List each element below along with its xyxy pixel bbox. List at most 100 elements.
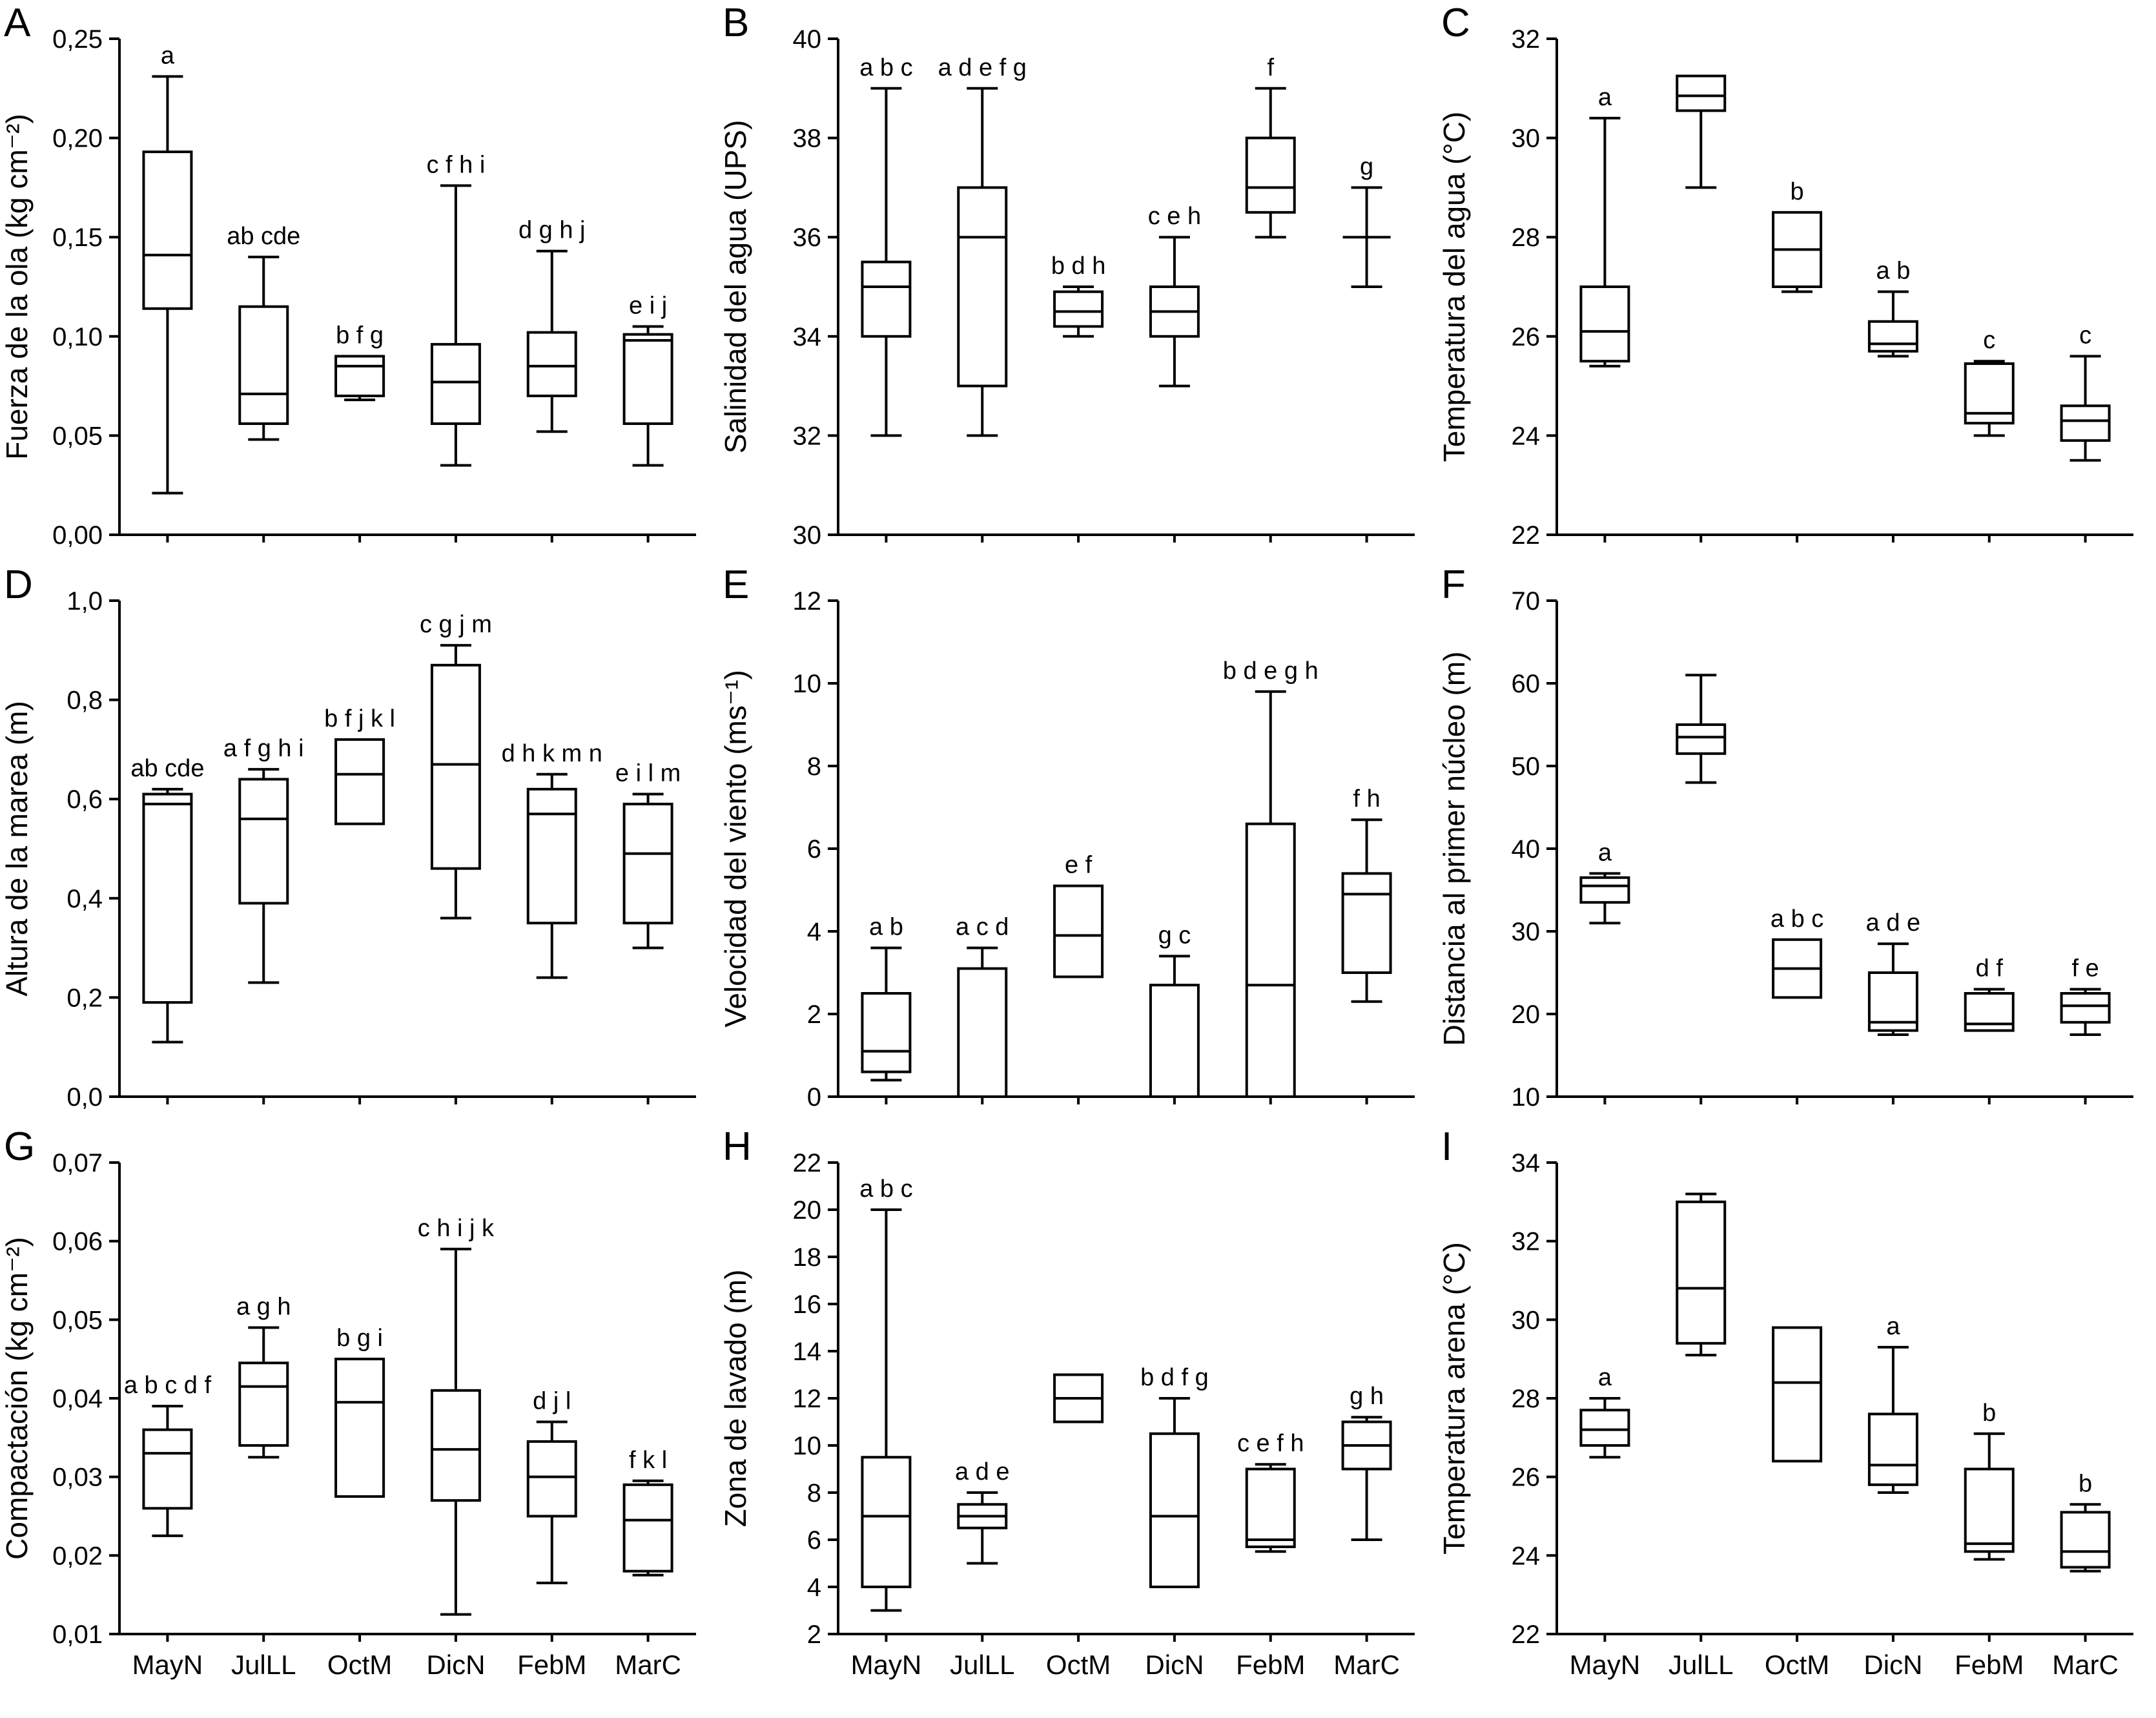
significance-letters: b — [2079, 1470, 2092, 1497]
y-tick-label: 0 — [807, 1083, 821, 1112]
boxplot-panel-b: 30 32 34 36 38 40 B Salinidad del agua (UPS) a b… — [719, 0, 1437, 562]
y-tick-label: 2 — [807, 1620, 821, 1649]
plot-area: 10 20 30 40 50 60 70 F Distancia al primer núcle… — [1437, 563, 2133, 1112]
significance-letters: a — [1886, 1313, 1900, 1340]
y-tick-label: 0,0 — [67, 1083, 103, 1112]
significance-letters: e i l m — [615, 760, 681, 787]
y-axis-label: Compactación (kg cm⁻²) — [0, 1237, 34, 1560]
y-tick-label: 28 — [1512, 1385, 1541, 1413]
box-DicN: c g j m — [420, 611, 492, 920]
x-tick-label: MarC — [1333, 1650, 1400, 1680]
x-tick-label: DicN — [1863, 1650, 1922, 1680]
significance-letters: f k l — [629, 1447, 667, 1474]
x-tick-label: MayN — [1570, 1650, 1641, 1680]
y-tick-label: 4 — [807, 1573, 821, 1602]
box-OctM: b g i — [334, 1325, 385, 1498]
box-OctM: a b c — [1771, 906, 1823, 999]
panel-c-temperatura-agua: 22 24 26 28 30 32 C Temperatura del agua (°C) a b… — [1437, 0, 2156, 562]
significance-letters: e f — [1065, 852, 1093, 879]
plot-area: 0 2 4 6 8 10 12 E Velocidad del viento (ms⁻¹) a b… — [719, 563, 1415, 1112]
y-tick-label: 12 — [793, 587, 822, 616]
y-tick-label: 0,06 — [52, 1228, 103, 1256]
panel-letter: D — [4, 563, 33, 607]
significance-letters: f e — [2071, 955, 2099, 982]
y-tick-label: 20 — [1512, 1000, 1541, 1029]
box-MarC: g h — [1341, 1383, 1392, 1541]
y-tick-label: 0,15 — [52, 223, 103, 252]
x-tick-label: OctM — [1765, 1650, 1829, 1680]
y-tick-label: 0,07 — [52, 1149, 103, 1177]
box-JulLL: ab cde — [227, 223, 300, 441]
y-tick-label: 22 — [1512, 521, 1541, 550]
box-DicN: c f h i — [427, 151, 485, 467]
boxplot-panel-g: 0,01 0,02 0,03 0,04 0,05 0,06 0,07 G Compactació… — [0, 1124, 719, 1718]
box-DicN: b d f g — [1140, 1364, 1209, 1588]
box-MayN: a b c d f — [124, 1372, 212, 1537]
y-tick-label: 0,02 — [52, 1542, 103, 1570]
y-tick-label: 30 — [1512, 1306, 1541, 1334]
boxplot-panel-i: 22 24 26 28 30 32 34 I Temperatura arena (°C) May… — [1437, 1124, 2156, 1718]
box-MayN: a b — [861, 914, 912, 1082]
panel-b-salinidad: 30 32 34 36 38 40 B Salinidad del agua (UPS) a b… — [719, 0, 1437, 562]
box-JulLL: a d e — [955, 1458, 1010, 1565]
box-FebM: b — [1964, 1400, 2015, 1561]
significance-letters: c e h — [1148, 203, 1201, 230]
box-JulLL — [1676, 1192, 1727, 1357]
significance-letters: a — [161, 42, 175, 69]
x-tick-label: FebM — [517, 1650, 586, 1680]
plot-area: 0,00 0,05 0,10 0,15 0,20 0,25 A Fuerza de la ol… — [0, 1, 696, 550]
box-MayN: a — [1579, 84, 1630, 367]
significance-letters: d j l — [533, 1388, 571, 1415]
plot-area: 30 32 34 36 38 40 B Salinidad del agua (UPS) a b… — [719, 1, 1415, 550]
box-MarC: e i j — [622, 292, 673, 467]
y-tick-label: 0,4 — [67, 885, 103, 913]
significance-letters: g h — [1350, 1383, 1384, 1410]
boxplot-panel-d: 0,0 0,2 0,4 0,6 0,8 1,0 D Altura de la marea (m… — [0, 562, 719, 1124]
box-FebM: c — [1964, 327, 2015, 437]
panel-letter: F — [1441, 563, 1466, 607]
y-tick-label: 26 — [1512, 1464, 1541, 1492]
box-OctM — [1772, 1326, 1823, 1463]
panel-letter: E — [723, 563, 749, 607]
box-JulLL: a c d — [956, 914, 1009, 1098]
y-tick-label: 32 — [1512, 25, 1541, 54]
y-tick-label: 0,05 — [52, 1306, 103, 1334]
plot-area: 0,0 0,2 0,4 0,6 0,8 1,0 D Altura de la marea (m… — [0, 563, 696, 1112]
panel-a-fuerza-ola: 0,00 0,05 0,10 0,15 0,20 0,25 A Fuerza de la ol… — [0, 0, 719, 562]
y-axis-label: Zona de lavado (m) — [719, 1270, 752, 1527]
significance-letters: a b c d f — [124, 1372, 212, 1399]
x-tick-label: OctM — [1046, 1650, 1111, 1680]
box-MarC: f h — [1341, 785, 1392, 1003]
x-tick-label: JulLL — [950, 1650, 1014, 1680]
y-tick-label: 0,01 — [52, 1620, 103, 1649]
y-tick-label: 30 — [1512, 918, 1541, 946]
panel-e-velocidad-viento: 0 2 4 6 8 10 12 E Velocidad del viento (ms⁻¹) a b… — [719, 562, 1437, 1124]
box-FebM: d h k m n — [502, 740, 602, 979]
significance-letters: g — [1360, 153, 1373, 180]
box-FebM: b d e g h — [1223, 657, 1319, 1098]
significance-letters: b — [1791, 178, 1804, 205]
y-tick-label: 0,8 — [67, 687, 103, 715]
x-tick-label: JulLL — [231, 1650, 296, 1680]
y-tick-label: 0,05 — [52, 422, 103, 450]
y-tick-label: 40 — [793, 25, 822, 54]
significance-letters: a b — [869, 914, 903, 941]
y-tick-label: 12 — [793, 1385, 822, 1413]
box-DicN: c e h — [1148, 203, 1201, 388]
y-tick-label: 6 — [807, 1526, 821, 1555]
panel-letter: G — [4, 1124, 35, 1169]
y-tick-label: 0,10 — [52, 323, 103, 351]
box-MayN: ab cde — [130, 755, 204, 1044]
significance-letters: ab cde — [227, 223, 300, 250]
x-tick-label: MarC — [615, 1650, 681, 1680]
significance-letters: c h i j k — [418, 1215, 495, 1242]
y-tick-label: 10 — [793, 1432, 822, 1460]
boxplot-panel-c: 22 24 26 28 30 32 C Temperatura del agua (°C) a b… — [1437, 0, 2156, 562]
significance-letters: b d h — [1051, 253, 1106, 280]
y-tick-label: 18 — [793, 1243, 822, 1272]
y-tick-label: 50 — [1512, 752, 1541, 781]
box-FebM: c e f h — [1237, 1430, 1304, 1553]
panel-letter: A — [4, 1, 31, 45]
boxplot-panel-h: 2 4 6 8 10 12 14 16 18 20 22 H Zona de lavado (m) May… — [719, 1124, 1437, 1718]
